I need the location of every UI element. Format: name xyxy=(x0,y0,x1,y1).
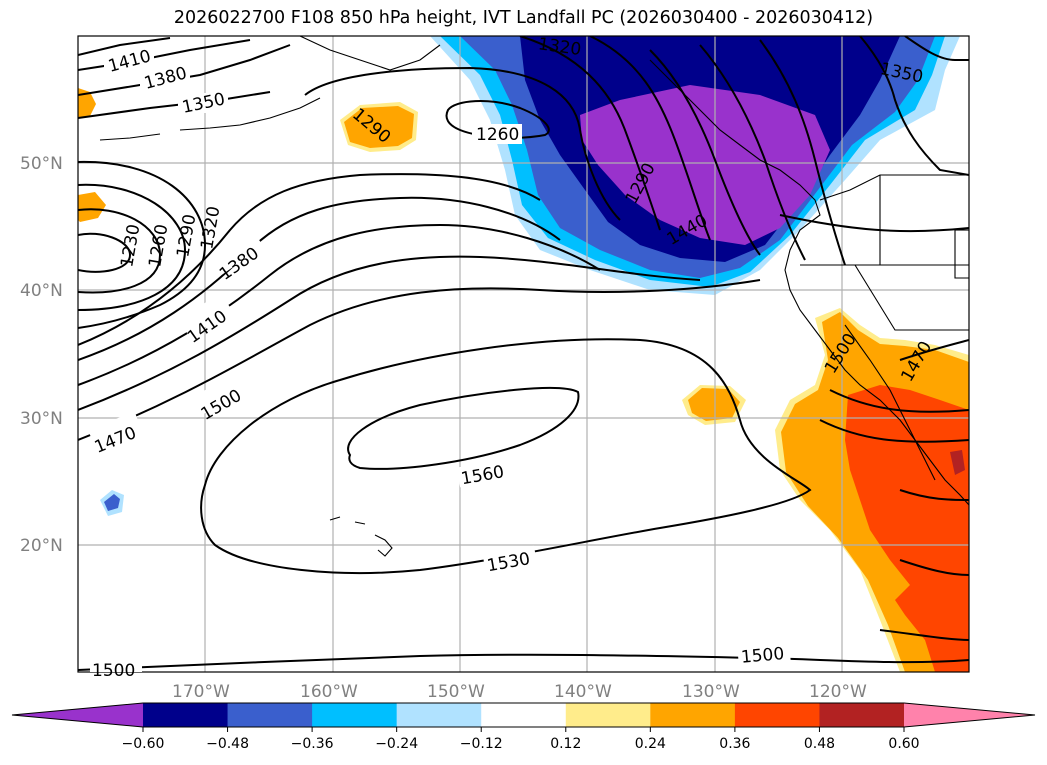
colorbar-tick-label: −0.60 xyxy=(122,736,165,752)
colorbar-tick-label: −0.48 xyxy=(206,736,249,752)
coastlines xyxy=(99,36,969,557)
colorbar-segment xyxy=(734,703,820,727)
lat-label-30n: 30°N xyxy=(20,409,63,429)
lon-label-150w: 150°W xyxy=(427,682,485,702)
contour-label: 1500 xyxy=(740,644,785,668)
colorbar-tick-label: 0.60 xyxy=(888,736,919,752)
longitude-labels: 170°W 160°W 150°W 140°W 130°W 120°W xyxy=(172,682,867,702)
lat-label-40n: 40°N xyxy=(20,281,63,301)
colorbar-tick-label: 0.12 xyxy=(550,736,581,752)
height-contours xyxy=(78,36,969,671)
contour-label: 1260 xyxy=(476,125,519,145)
lat-label-50n: 50°N xyxy=(20,154,63,174)
positive-anomaly-region xyxy=(78,88,969,672)
colorbar-segment xyxy=(312,703,398,727)
colorbar-tick-label: 0.48 xyxy=(804,736,835,752)
map-frame xyxy=(77,35,970,673)
colorbar-segment xyxy=(650,703,736,727)
colorbar-extend-max xyxy=(904,703,1035,727)
colorbar-tick-label: 0.24 xyxy=(635,736,666,752)
colorbar-extend-min xyxy=(12,703,143,727)
lon-label-170w: 170°W xyxy=(172,682,230,702)
lon-label-130w: 130°W xyxy=(682,682,740,702)
lat-label-20n: 20°N xyxy=(20,536,63,556)
map-area xyxy=(78,36,969,672)
colorbar-segment xyxy=(143,703,229,727)
contour-label: 1500 xyxy=(92,661,135,681)
colorbar-tick-label: 0.36 xyxy=(719,736,750,752)
colorbar-segment xyxy=(819,703,905,727)
colorbar-segment xyxy=(396,703,482,727)
colorbar-segment xyxy=(565,703,651,727)
lon-label-160w: 160°W xyxy=(300,682,358,702)
lon-label-120w: 120°W xyxy=(809,682,867,702)
colorbar-tick-label: −0.36 xyxy=(291,736,334,752)
colorbar: −0.60 −0.48 −0.36 −0.24 −0.12 0.12 0.24 0.36 0.4… xyxy=(11,702,1036,752)
colorbar-tick-label: −0.12 xyxy=(460,736,503,752)
map-title: 2026022700 F108 850 hPa height, IVT Land… xyxy=(173,8,874,28)
colorbar-segment xyxy=(227,703,313,727)
lon-label-140w: 140°W xyxy=(554,682,612,702)
colorbar-tick-label: −0.24 xyxy=(375,736,418,752)
colorbar-segment xyxy=(481,703,567,727)
latitude-labels: 50°N 40°N 30°N 20°N xyxy=(20,154,63,556)
